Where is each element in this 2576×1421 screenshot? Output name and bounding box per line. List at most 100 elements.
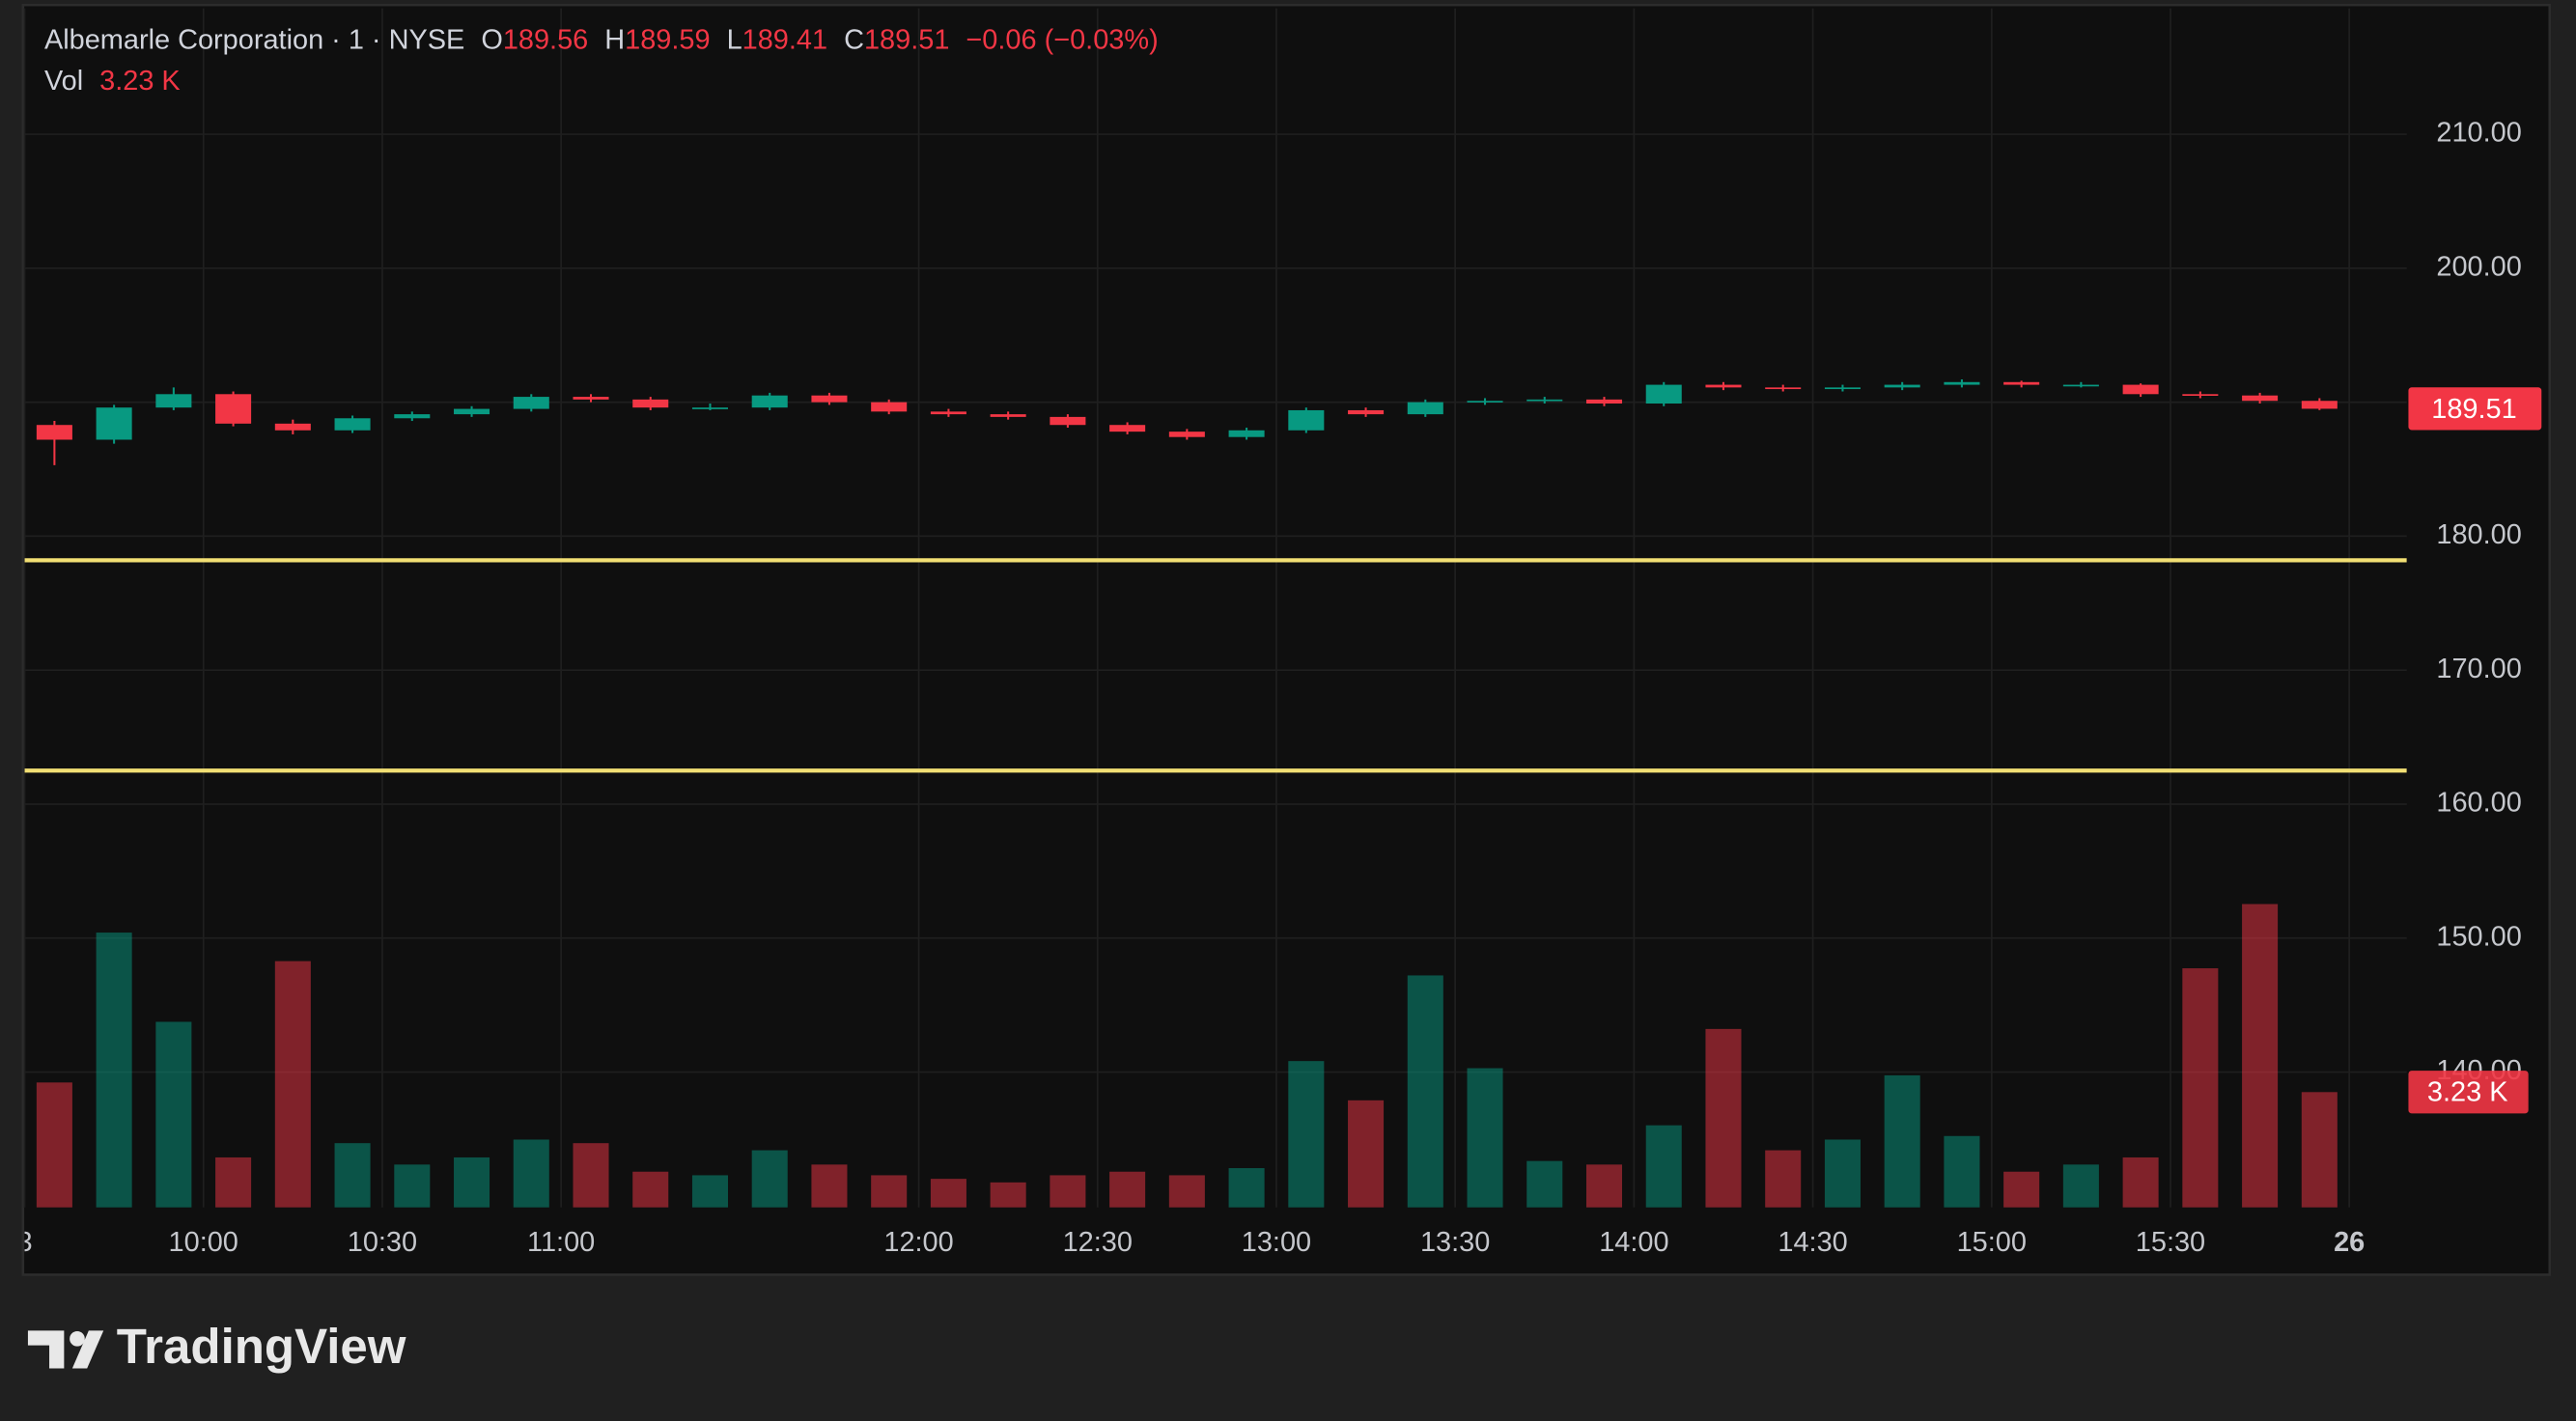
price-tag-label: 189.51 [2431, 394, 2516, 425]
volume-bar [1348, 1100, 1385, 1208]
ohlc-label: O [481, 24, 502, 55]
volume-bar [2182, 968, 2219, 1208]
volume-bar [1824, 1139, 1861, 1208]
volume-bar [691, 1175, 728, 1208]
ohlc-label: L [727, 24, 742, 55]
ohlc-value: 189.51 [864, 24, 949, 55]
volume-bar [1705, 1028, 1742, 1208]
candle-body [1705, 384, 1742, 388]
volume-bar [2301, 1092, 2338, 1208]
ohlc-value: 189.56 [503, 24, 588, 55]
candle-body [2182, 394, 2219, 396]
ohlc-value: 189.41 [742, 24, 827, 55]
x-tick-label: 13:30 [1420, 1227, 1490, 1258]
candle-body [1645, 384, 1682, 404]
change-value: −0.06 (−0.03%) [966, 24, 1158, 55]
candle-body [573, 397, 609, 400]
grid [23, 8, 2407, 1208]
volume-bar [274, 961, 311, 1208]
y-tick-label: 200.00 [2436, 251, 2521, 282]
candle-body [1884, 384, 1920, 388]
volume-bar [1526, 1160, 1563, 1208]
volume-tag-label: 3.23 K [2427, 1077, 2508, 1108]
y-tick-label: 160.00 [2436, 788, 2521, 819]
volume-bar [573, 1143, 609, 1208]
candle-body [96, 407, 132, 440]
x-tick-label: 14:00 [1599, 1227, 1668, 1258]
candle-body [1050, 416, 1086, 426]
x-tick-label: 26 [2334, 1227, 2365, 1258]
candle-body [274, 423, 311, 431]
candle-body [2301, 401, 2338, 409]
volume-bar [1585, 1164, 1623, 1208]
logo-mark [27, 1330, 65, 1369]
ohlc-label: H [604, 24, 625, 55]
brand-name: TradingView [117, 1319, 406, 1374]
volume-bar [1884, 1074, 1920, 1208]
logo-mark [71, 1330, 104, 1369]
volume-label: Vol [44, 66, 83, 97]
price-tags: 189.51 3.23 K [2408, 387, 2542, 1114]
volume-bar [215, 1156, 252, 1208]
volume-bar [930, 1179, 966, 1208]
volume-bar [2062, 1164, 2099, 1208]
candle-body [2122, 384, 2159, 395]
candle-body [1824, 387, 1861, 390]
price-tag [2408, 387, 2542, 431]
candle-body [36, 425, 72, 440]
y-tick-label: 170.00 [2436, 654, 2521, 684]
volume-bar [1288, 1061, 1325, 1208]
brand-logo: TradingView [27, 1319, 406, 1374]
volume-bar [454, 1156, 490, 1208]
volume-bar [1645, 1125, 1682, 1208]
x-tick-label: 3 [16, 1227, 32, 1258]
volume-bar [1109, 1171, 1146, 1208]
y-tick-label: 180.00 [2436, 519, 2521, 550]
volume-bar [751, 1150, 788, 1208]
x-tick-label: 15:30 [2136, 1227, 2205, 1258]
volume-bar [1765, 1150, 1802, 1208]
candle-body [215, 394, 252, 424]
volume-bar [1168, 1175, 1205, 1208]
candle-body [394, 414, 431, 419]
volume-bar [1467, 1068, 1503, 1208]
candle-body [871, 402, 908, 412]
candle-body [1944, 381, 1980, 385]
volume-bar [2242, 904, 2279, 1208]
candle-body [990, 414, 1026, 417]
volume-bar [990, 1182, 1026, 1208]
candle-body [2003, 381, 2040, 385]
volume-bar [811, 1164, 848, 1208]
volume-value: 3.23 K [99, 66, 181, 97]
volume-bar [36, 1082, 72, 1208]
candle-body [454, 408, 490, 415]
candle-body [1765, 387, 1802, 390]
volume-bar [1050, 1175, 1086, 1208]
y-tick-label: 150.00 [2436, 921, 2521, 952]
plot-area [24, 379, 2407, 1208]
x-axis: 3 10:00 10:30 11:00 12:00 12:30 13:00 13:30 14:0… [16, 1227, 2366, 1258]
candle-body [2242, 395, 2279, 402]
candle-body [930, 411, 966, 415]
ohlc-value: 189.59 [625, 24, 710, 55]
candle-body [1288, 409, 1325, 431]
chart-panel [21, 3, 2552, 1276]
x-tick-label: 11:00 [527, 1227, 595, 1258]
candle-body [1467, 401, 1503, 403]
volume-bar [155, 1021, 192, 1208]
volume-bar [632, 1171, 669, 1208]
x-tick-label: 15:00 [1957, 1227, 2027, 1258]
volume-bar [2122, 1156, 2159, 1208]
volume-header: Vol 3.23 K [44, 66, 181, 97]
volume-tag [2408, 1071, 2529, 1114]
x-tick-label: 13:00 [1242, 1227, 1311, 1258]
candle-body [632, 399, 669, 408]
candle-body [155, 394, 192, 408]
candle-body [811, 395, 848, 403]
y-tick-label: 210.00 [2436, 118, 2521, 149]
volume-bar [96, 933, 132, 1208]
x-tick-label: 12:00 [883, 1227, 953, 1258]
candle-body [1348, 409, 1385, 415]
x-tick-label: 10:30 [348, 1227, 417, 1258]
